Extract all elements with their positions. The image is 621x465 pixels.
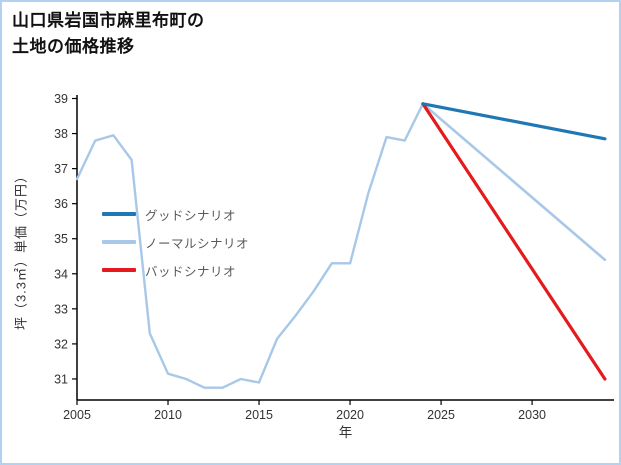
svg-text:35: 35	[54, 232, 68, 246]
legend-item-bad-scenario: バッドシナリオ	[102, 261, 249, 279]
legend-label-good-scenario: グッドシナリオ	[145, 208, 237, 223]
chart-title-line1: 山口県岩国市麻里布町の	[12, 11, 205, 30]
svg-text:31: 31	[54, 372, 68, 386]
chart-title-line2: 土地の価格推移	[12, 36, 135, 56]
y-axis-label: 坪（3.3㎡）単価（万円）	[13, 168, 29, 331]
legend-label-bad-scenario: バッドシナリオ	[145, 264, 237, 279]
svg-text:2030: 2030	[518, 408, 546, 422]
svg-text:2020: 2020	[336, 408, 364, 422]
svg-text:32: 32	[54, 337, 68, 351]
svg-text:2010: 2010	[154, 408, 182, 422]
legend-item-good-scenario: グッドシナリオ	[102, 205, 249, 223]
svg-text:2025: 2025	[427, 408, 455, 422]
legend-label-normal-scenario: ノーマルシナリオ	[145, 236, 250, 251]
svg-text:37: 37	[54, 162, 68, 176]
svg-text:34: 34	[54, 267, 68, 281]
svg-text:2015: 2015	[245, 408, 273, 422]
svg-text:36: 36	[54, 197, 68, 211]
legend-item-normal-scenario: ノーマルシナリオ	[102, 233, 249, 251]
good-scenario-line-swatch	[102, 212, 136, 216]
svg-text:33: 33	[54, 302, 68, 316]
normal-scenario-line-swatch	[102, 240, 136, 244]
chart-title: 山口県岩国市麻里布町の 土地の価格推移	[12, 8, 205, 59]
x-axis-label: 年	[338, 425, 353, 440]
svg-text:38: 38	[54, 127, 68, 141]
svg-text:2005: 2005	[63, 408, 91, 422]
chart-legend: グッドシナリオ ノーマルシナリオ バッドシナリオ	[102, 205, 249, 289]
svg-text:39: 39	[54, 92, 68, 106]
bad-scenario-line-swatch	[102, 268, 136, 272]
